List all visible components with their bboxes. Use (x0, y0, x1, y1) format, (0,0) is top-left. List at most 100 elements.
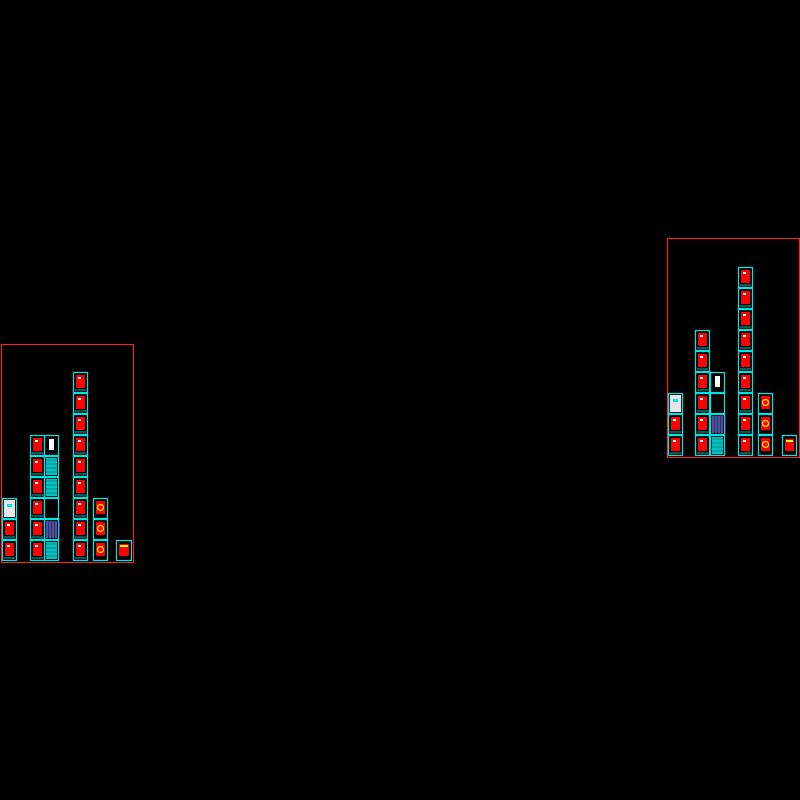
sheet (72, 476, 89, 499)
sheet (1, 539, 18, 562)
sheet (709, 413, 726, 436)
plan-label-mark (743, 377, 746, 379)
detail-drawing (761, 438, 770, 451)
plan-label-mark (743, 398, 746, 400)
plan-drawing (741, 396, 750, 409)
sheet (29, 434, 46, 457)
plan-drawing (5, 543, 14, 556)
drawing-frame (1, 344, 134, 563)
white-box-drawing (715, 376, 720, 387)
white-detail-drawing (670, 395, 681, 412)
detail-drawing (761, 417, 770, 430)
plan-drawing (698, 438, 707, 451)
sheet (1, 518, 18, 541)
plan-drawing (741, 312, 750, 325)
sheet (72, 455, 89, 478)
plan-drawing (698, 333, 707, 346)
sheet (72, 413, 89, 436)
sheet (737, 434, 754, 457)
plan-label-mark (78, 482, 81, 484)
plan-drawing (76, 438, 85, 451)
plan-drawing (33, 480, 42, 493)
plan-label-mark (700, 398, 703, 400)
plan-drawing (698, 354, 707, 367)
sheet (737, 413, 754, 436)
detail-drawing (761, 396, 770, 409)
sheet (709, 392, 726, 415)
plan-label-mark (743, 419, 746, 421)
plan-drawing (671, 417, 680, 430)
small-detail-mark (120, 545, 128, 547)
plan-label-mark (673, 419, 676, 421)
sheet-column (667, 392, 684, 457)
plan-label-mark (700, 335, 703, 337)
sheet-column (72, 371, 89, 562)
sheet (92, 518, 109, 541)
sheet (781, 434, 798, 457)
sheet-column (92, 497, 109, 562)
sheet (737, 266, 754, 289)
yellow-detail-mark (761, 419, 770, 428)
small-detail-drawing (119, 544, 129, 556)
plan-label-mark (743, 272, 746, 274)
left-sheet-set (1, 344, 134, 563)
sheet (737, 350, 754, 373)
plan-drawing (76, 396, 85, 409)
sheet (737, 392, 754, 415)
plan-label-mark (78, 440, 81, 442)
plan-label-mark (78, 545, 81, 547)
plan-label-mark (35, 503, 38, 505)
sheet (1, 497, 18, 520)
grid-drawing (46, 521, 57, 538)
plan-drawing (76, 501, 85, 514)
sheet (43, 539, 60, 562)
plan-drawing (76, 543, 85, 556)
sheet (92, 497, 109, 520)
plan-drawing (76, 417, 85, 430)
sheet-column (1, 497, 18, 562)
plan-label-mark (743, 356, 746, 358)
plan-drawing (741, 333, 750, 346)
sheet (737, 371, 754, 394)
sheet (29, 539, 46, 562)
sheet (694, 413, 711, 436)
plan-label-mark (743, 335, 746, 337)
sheet (694, 350, 711, 373)
sheet (115, 539, 133, 562)
plan-label-mark (743, 314, 746, 316)
sheet (709, 371, 726, 394)
sheet (72, 392, 89, 415)
plan-drawing (33, 459, 42, 472)
plan-label-mark (743, 440, 746, 442)
sheet (667, 392, 684, 415)
plan-drawing (76, 480, 85, 493)
sheet (29, 518, 46, 541)
plan-label-mark (78, 398, 81, 400)
yellow-detail-mark (761, 398, 770, 407)
sheet (72, 518, 89, 541)
sheet (694, 329, 711, 352)
sheet (92, 539, 109, 562)
sheet (694, 371, 711, 394)
plan-drawing (33, 522, 42, 535)
sheet (667, 434, 684, 457)
plan-label-mark (7, 545, 10, 547)
sheet-column (781, 434, 798, 457)
detail-drawing (96, 501, 105, 514)
plan-drawing (33, 543, 42, 556)
sheet (43, 518, 60, 541)
plan-drawing (741, 417, 750, 430)
sheet (29, 455, 46, 478)
hatch-drawing (712, 437, 723, 454)
plan-drawing (698, 417, 707, 430)
plan-drawing (76, 375, 85, 388)
detail-drawing (96, 522, 105, 535)
sheet-border (43, 497, 60, 520)
sheet (737, 329, 754, 352)
plan-label-mark (673, 440, 676, 442)
sheet (43, 476, 60, 499)
plan-drawing (671, 438, 680, 451)
detail-mark (673, 399, 678, 402)
plan-drawing (741, 375, 750, 388)
sheet (709, 434, 726, 457)
